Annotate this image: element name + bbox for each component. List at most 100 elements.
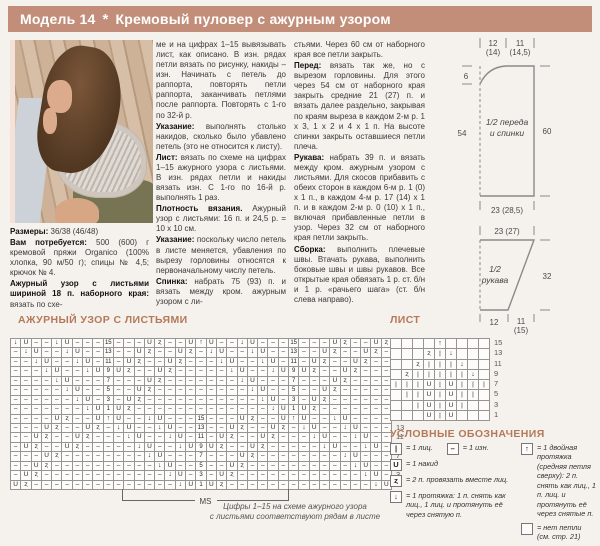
chart-cell: – (144, 423, 156, 434)
paragraph: Сборка: выполнить плечевые швы. Втачать … (294, 244, 425, 304)
chart-cell (446, 339, 457, 350)
chart-cell: – (103, 433, 114, 443)
symbol-legend: | = 1 лиц. – = 1 изн. U = 1 накид ȥ = 2 п. пров… (390, 443, 596, 546)
paragraph: Лист: вязать по схеме на цифрах 1–15 ажу… (156, 152, 286, 203)
chart-cell: | (424, 359, 435, 370)
chart-cell: – (268, 376, 279, 387)
chart-cell: – (278, 339, 290, 349)
chart-cell: – (31, 367, 42, 377)
chart-cell: – (186, 423, 197, 434)
photo-hand (43, 108, 57, 134)
chart-cell: ↓ (62, 386, 73, 396)
chart-cell: ↓ (268, 405, 279, 415)
chart-cell: – (124, 461, 135, 472)
chart-cell: – (381, 452, 392, 462)
chart-cell: – (93, 480, 104, 490)
chart-cell: – (186, 461, 197, 472)
chart-cell: – (330, 405, 341, 415)
chart-cell: U (361, 348, 372, 358)
chart-cell: – (206, 433, 217, 443)
chart-cell: ↓ (350, 433, 362, 443)
chart-cell: ↓ (21, 348, 32, 358)
chart-cell: – (103, 480, 114, 490)
paragraph: ме и на цифрах 1–15 вывязывать лист, как… (156, 40, 286, 120)
chart-cell: – (216, 395, 228, 406)
chart-cell: – (113, 395, 125, 406)
chart-cell: – (83, 414, 94, 424)
chart-cell: U (258, 433, 269, 443)
chart-cell: – (134, 367, 145, 377)
chart-cell: – (299, 452, 310, 462)
chart-cell: – (247, 367, 259, 377)
legend-item: U = 1 накид (390, 459, 512, 471)
chart-cell: – (165, 480, 176, 490)
chart-cell: U (319, 348, 331, 358)
chart-grid: ↑ ȥ | ↓ ȥ | | | ↓ ȥ | | | | | ↓ | | | U | U | | | | | U | U | | | U | U | U | U (390, 338, 490, 422)
chart-cell: – (72, 452, 84, 462)
chart-cell: – (247, 480, 259, 490)
chart-cell: – (165, 452, 176, 462)
chart-cell: U (268, 423, 279, 434)
chart-cell: U (309, 423, 320, 434)
chart-cell: U (424, 400, 435, 412)
chart-cell: – (155, 442, 166, 453)
chart-cell: – (41, 339, 53, 349)
legend-heading: УСЛОВНЫЕ ОБОЗНАЧЕНИЯ (390, 428, 545, 440)
chart-cell: ȥ (402, 369, 413, 381)
chart-cell: ↓ (155, 423, 166, 434)
chart-cell: – (268, 452, 279, 462)
legend-column-left: | = 1 лиц. – = 1 изн. U = 1 накид ȥ = 2 п. пров… (390, 443, 512, 546)
chart-cell: – (340, 461, 351, 472)
chart-cell: – (72, 480, 84, 490)
chart-cell: – (371, 414, 382, 424)
chart-cell (391, 369, 402, 381)
chart-cell: – (227, 414, 238, 424)
legend-symbol-icon: ȥ (390, 475, 402, 487)
chart-cell: U (371, 442, 382, 453)
chart-cell: – (227, 395, 238, 406)
chart-cell (424, 339, 435, 350)
chart-cell: ↓ (83, 405, 94, 415)
chart-cell: U (371, 471, 382, 481)
chart-cell: – (350, 405, 362, 415)
chart-cell: ↓ (457, 359, 468, 370)
chart-cell: ↑ (196, 339, 207, 349)
chart-cell: – (83, 339, 94, 349)
chart-cell: – (340, 348, 351, 358)
chart-cell: – (340, 433, 351, 443)
chart-cell: – (124, 452, 135, 462)
chart-cell: – (309, 452, 320, 462)
legend-item: ȥ = 2 п. провязать вместе лиц. (390, 475, 512, 487)
chart-cell (479, 411, 490, 422)
chart-cell: – (175, 405, 187, 415)
chart-cell: ↓ (340, 423, 351, 434)
chart-cell (457, 411, 468, 422)
chart-cell: – (93, 339, 104, 349)
chart-cell (391, 359, 402, 370)
chart-cell: – (196, 376, 207, 387)
legend-item-text: = 1 накид (406, 459, 438, 468)
chart-cell (413, 339, 424, 350)
sleeve-bottom-left: 12 (490, 318, 499, 327)
chart-cell: – (175, 367, 187, 377)
chart-cell: U (165, 357, 176, 368)
legend-item-text: = 1 изн. (462, 443, 489, 452)
chart-cell: – (299, 442, 310, 453)
chart-cell: U (93, 414, 104, 424)
chart-cell: – (124, 471, 135, 481)
chart-cell: U (446, 400, 457, 412)
chart-cell: U (309, 357, 320, 368)
chart-cell: 5 (103, 386, 114, 396)
chart-cell: ȥ (124, 367, 135, 377)
chart-cell: U (268, 395, 279, 406)
chart-cell: – (52, 461, 63, 472)
chart-cell: U (186, 442, 197, 453)
chart-cell: – (340, 480, 351, 490)
chart-cell: – (93, 442, 104, 453)
chart-cell: – (41, 395, 53, 406)
chart-cell: – (165, 395, 176, 406)
chart-cell: – (350, 414, 362, 424)
chart-cell: – (247, 395, 259, 406)
chart-cell: – (155, 357, 166, 368)
chart-cell: – (52, 480, 63, 490)
